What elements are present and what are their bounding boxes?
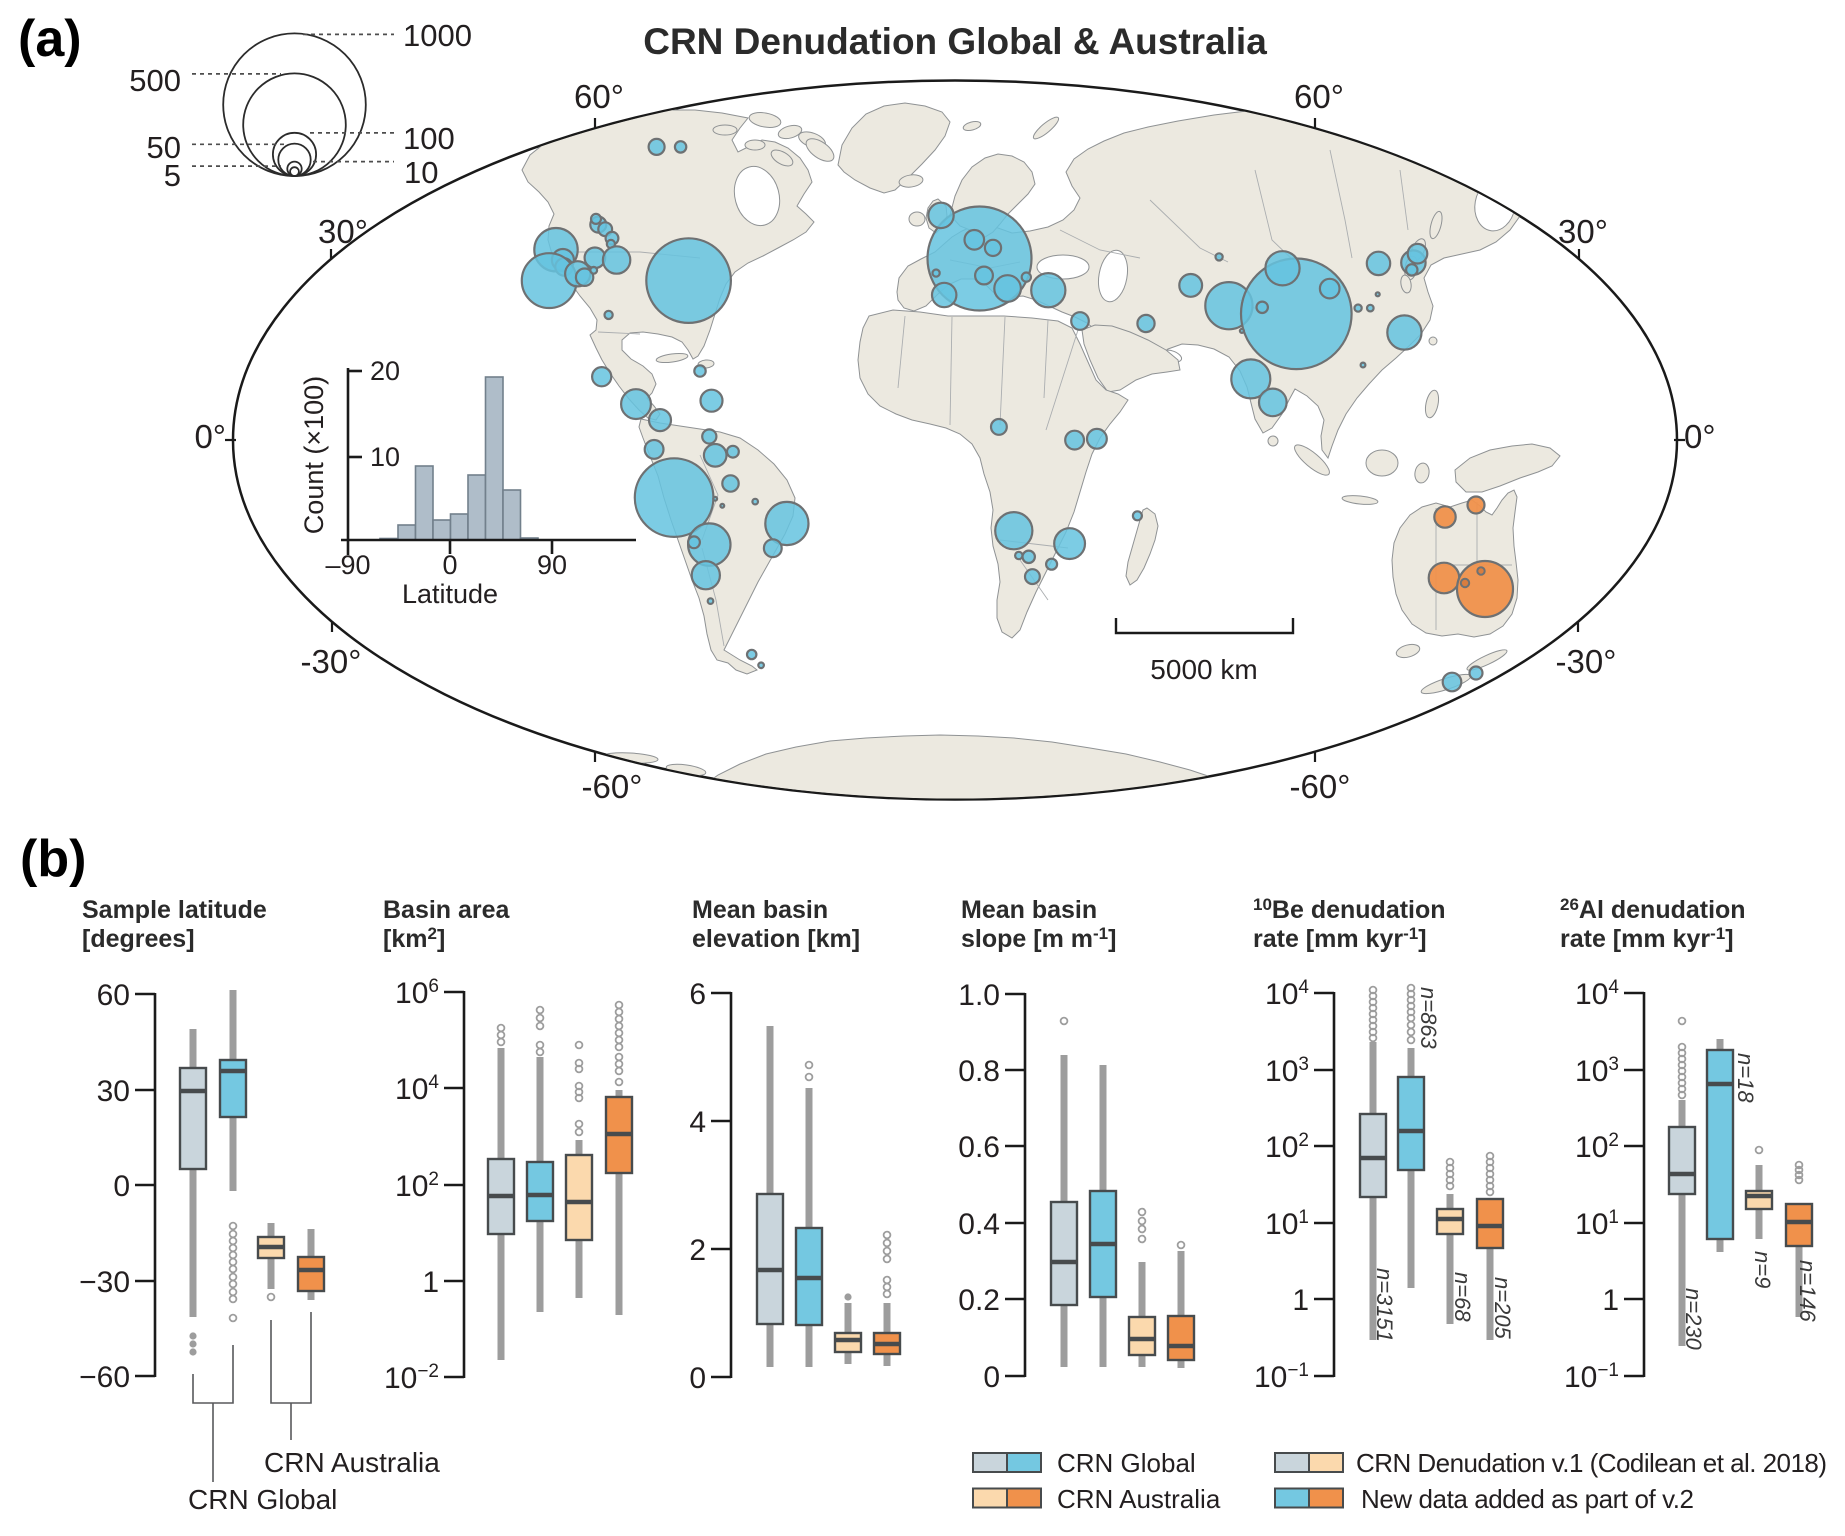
svg-text:90: 90	[537, 550, 567, 580]
svg-text:1.0: 1.0	[958, 979, 1000, 1012]
svg-text:60: 60	[97, 979, 130, 1012]
svg-text:30°: 30°	[318, 213, 368, 250]
svg-text:slope [m m-1]: slope [m m-1]	[961, 924, 1116, 953]
svg-text:0.6: 0.6	[958, 1131, 1000, 1164]
svg-text:-60°: -60°	[1290, 768, 1351, 805]
svg-text:30: 30	[97, 1075, 130, 1108]
svg-text:CRN Australia: CRN Australia	[264, 1447, 440, 1478]
svg-text:104: 104	[395, 1072, 439, 1106]
svg-text:CRN Global: CRN Global	[188, 1484, 337, 1515]
svg-text:[degrees]: [degrees]	[82, 925, 195, 953]
svg-text:60°: 60°	[574, 78, 624, 115]
svg-text:–90: –90	[325, 550, 370, 580]
svg-text:30°: 30°	[1558, 213, 1608, 250]
svg-text:1000: 1000	[403, 18, 472, 53]
svg-text:−60: −60	[79, 1361, 130, 1394]
svg-text:0: 0	[113, 1170, 130, 1203]
svg-text:n=18: n=18	[1733, 1053, 1758, 1103]
svg-text:0.2: 0.2	[958, 1284, 1000, 1317]
svg-text:1: 1	[422, 1266, 439, 1299]
svg-text:n=863: n=863	[1416, 987, 1441, 1050]
svg-text:n=68: n=68	[1450, 1272, 1475, 1322]
svg-text:10: 10	[404, 155, 438, 190]
svg-text:CRN Denudation Global & Austra: CRN Denudation Global & Australia	[643, 21, 1267, 62]
svg-text:-60°: -60°	[582, 768, 643, 805]
svg-text:0: 0	[689, 1362, 706, 1395]
svg-text:0: 0	[442, 550, 457, 580]
svg-text:50: 50	[147, 130, 181, 165]
svg-text:Latitude: Latitude	[402, 579, 498, 609]
svg-text:0°: 0°	[194, 418, 226, 455]
svg-text:rate [mm kyr-1]: rate [mm kyr-1]	[1560, 924, 1734, 953]
svg-text:Basin area: Basin area	[383, 896, 511, 924]
svg-text:103: 103	[1575, 1054, 1619, 1088]
svg-text:CRN Denudation v.1 (Codilean e: CRN Denudation v.1 (Codilean et al. 2018…	[1356, 1448, 1827, 1478]
svg-text:10: 10	[370, 442, 400, 472]
svg-text:(b): (b)	[20, 830, 86, 888]
svg-text:20: 20	[370, 356, 400, 386]
svg-text:2: 2	[689, 1234, 706, 1267]
svg-text:CRN Australia: CRN Australia	[1057, 1484, 1221, 1514]
svg-text:100: 100	[403, 121, 455, 156]
svg-text:rate [mm kyr-1]: rate [mm kyr-1]	[1253, 924, 1427, 953]
svg-text:500: 500	[129, 63, 181, 98]
svg-text:Mean basin: Mean basin	[692, 896, 828, 924]
svg-text:n=146: n=146	[1795, 1260, 1820, 1323]
svg-text:0: 0	[983, 1361, 1000, 1394]
svg-text:5: 5	[164, 158, 181, 193]
svg-text:0.8: 0.8	[958, 1055, 1000, 1088]
svg-text:6: 6	[689, 978, 706, 1011]
svg-text:0°: 0°	[1684, 418, 1716, 455]
svg-text:(a): (a)	[18, 10, 82, 68]
svg-text:0.4: 0.4	[958, 1208, 1000, 1241]
svg-text:New data added as part of v.2: New data added as part of v.2	[1361, 1484, 1694, 1514]
svg-text:elevation [km]: elevation [km]	[692, 925, 860, 953]
svg-text:Mean basin: Mean basin	[961, 896, 1097, 924]
svg-text:n=230: n=230	[1681, 1288, 1706, 1351]
svg-text:-30°: -30°	[301, 643, 362, 680]
svg-text:n=205: n=205	[1490, 1277, 1515, 1340]
svg-text:5000 km: 5000 km	[1150, 654, 1257, 685]
svg-text:n=3151: n=3151	[1372, 1268, 1397, 1342]
svg-text:Sample latitude: Sample latitude	[82, 896, 267, 924]
svg-text:Count (×100): Count (×100)	[299, 376, 329, 534]
svg-text:10Be denudation: 10Be denudation	[1253, 895, 1446, 924]
svg-text:26Al denudation: 26Al denudation	[1560, 895, 1746, 924]
svg-text:−30: −30	[79, 1266, 130, 1299]
svg-text:4: 4	[689, 1106, 706, 1139]
svg-text:n=9: n=9	[1750, 1251, 1775, 1288]
svg-text:CRN Global: CRN Global	[1057, 1448, 1196, 1478]
svg-text:1: 1	[1602, 1284, 1619, 1317]
svg-text:60°: 60°	[1294, 78, 1344, 115]
svg-text:-30°: -30°	[1556, 643, 1617, 680]
svg-text:1: 1	[1292, 1284, 1309, 1317]
